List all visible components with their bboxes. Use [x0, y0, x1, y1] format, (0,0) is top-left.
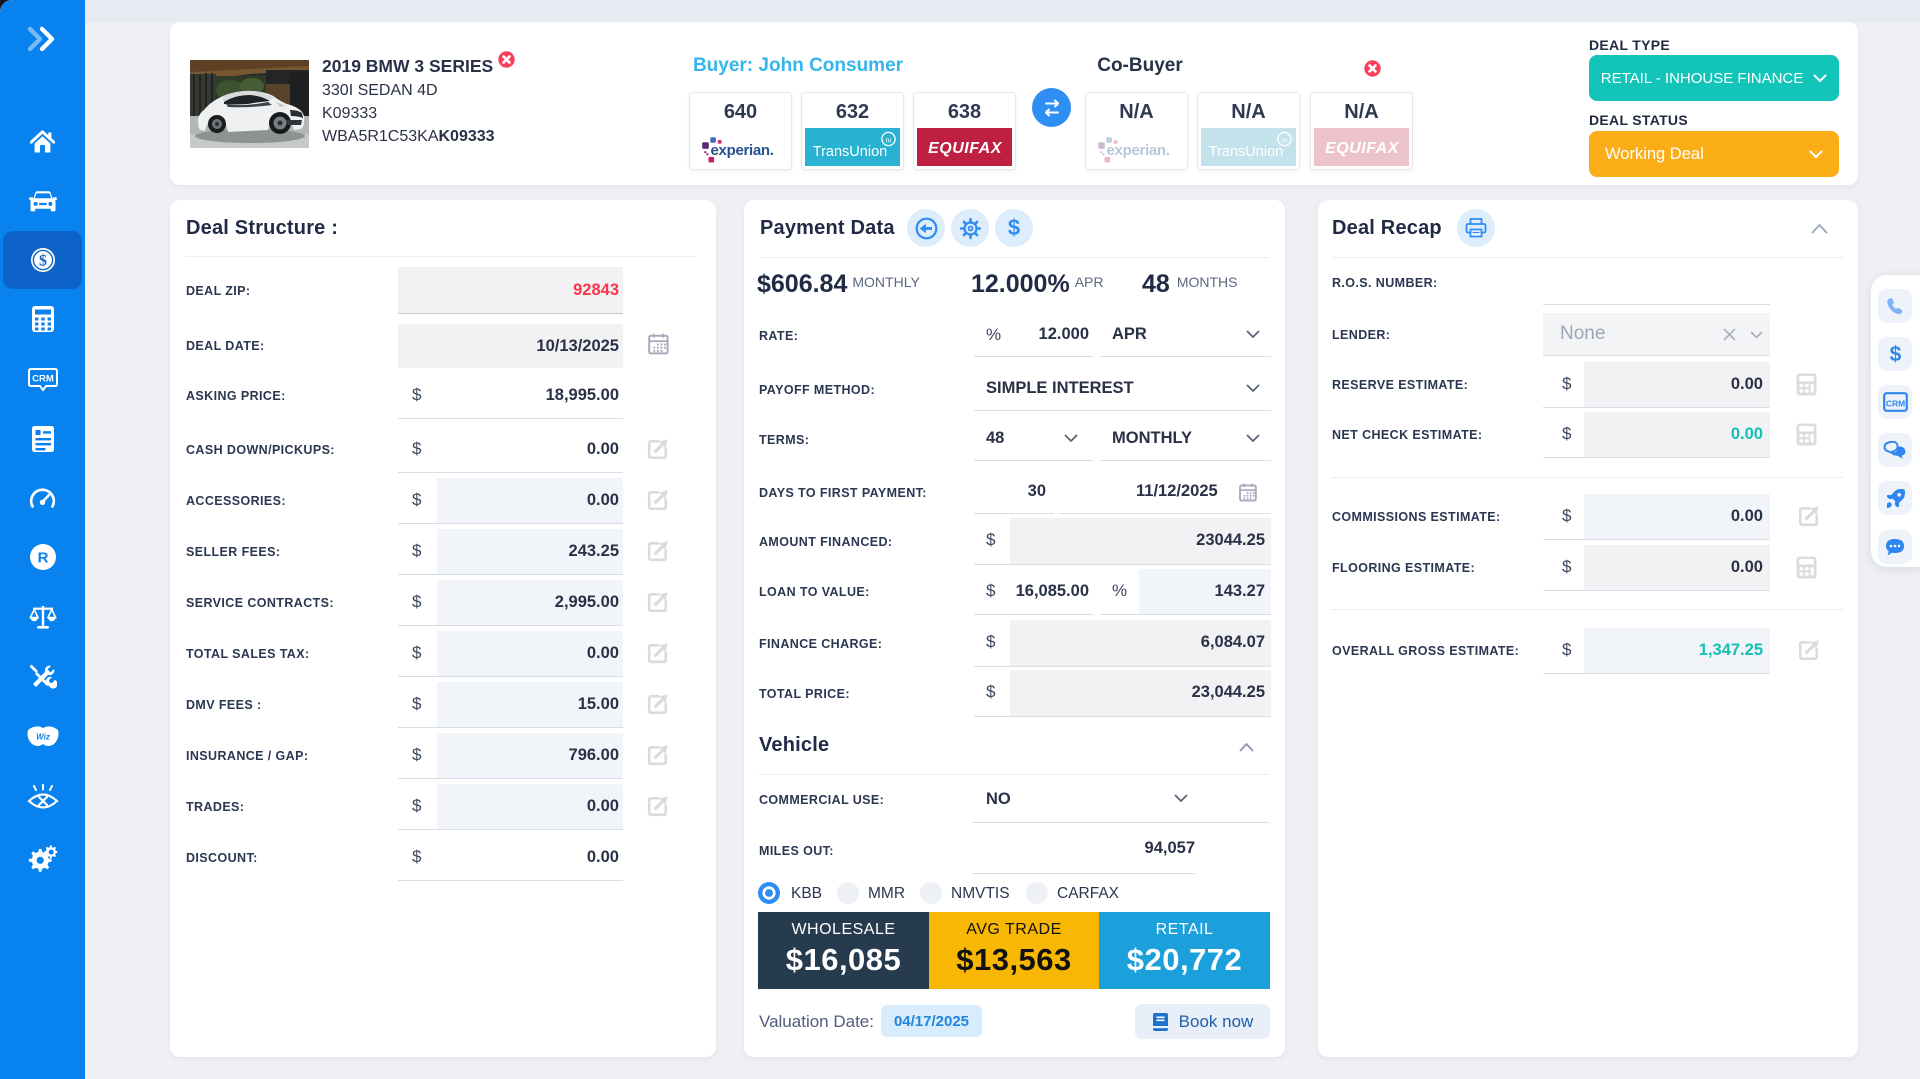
- svg-text:$: $: [39, 253, 47, 270]
- svg-text:experian.: experian.: [1107, 142, 1170, 159]
- svg-text:tu: tu: [1282, 135, 1288, 144]
- svg-text:tu: tu: [886, 135, 892, 144]
- svg-text:$: $: [1008, 216, 1020, 240]
- svg-text:experian.: experian.: [711, 142, 774, 159]
- svg-text:EQUIFAX: EQUIFAX: [1325, 140, 1400, 157]
- svg-text:EQUIFAX: EQUIFAX: [928, 140, 1003, 157]
- svg-text:CRM: CRM: [32, 374, 54, 385]
- svg-text:Wiz: Wiz: [36, 733, 50, 742]
- svg-text:R: R: [37, 550, 48, 567]
- svg-text:TransUnion: TransUnion: [813, 144, 887, 160]
- svg-text:$: $: [1889, 343, 1901, 365]
- svg-text:CRM: CRM: [1885, 399, 1904, 409]
- svg-text:TransUnion: TransUnion: [1209, 144, 1283, 160]
